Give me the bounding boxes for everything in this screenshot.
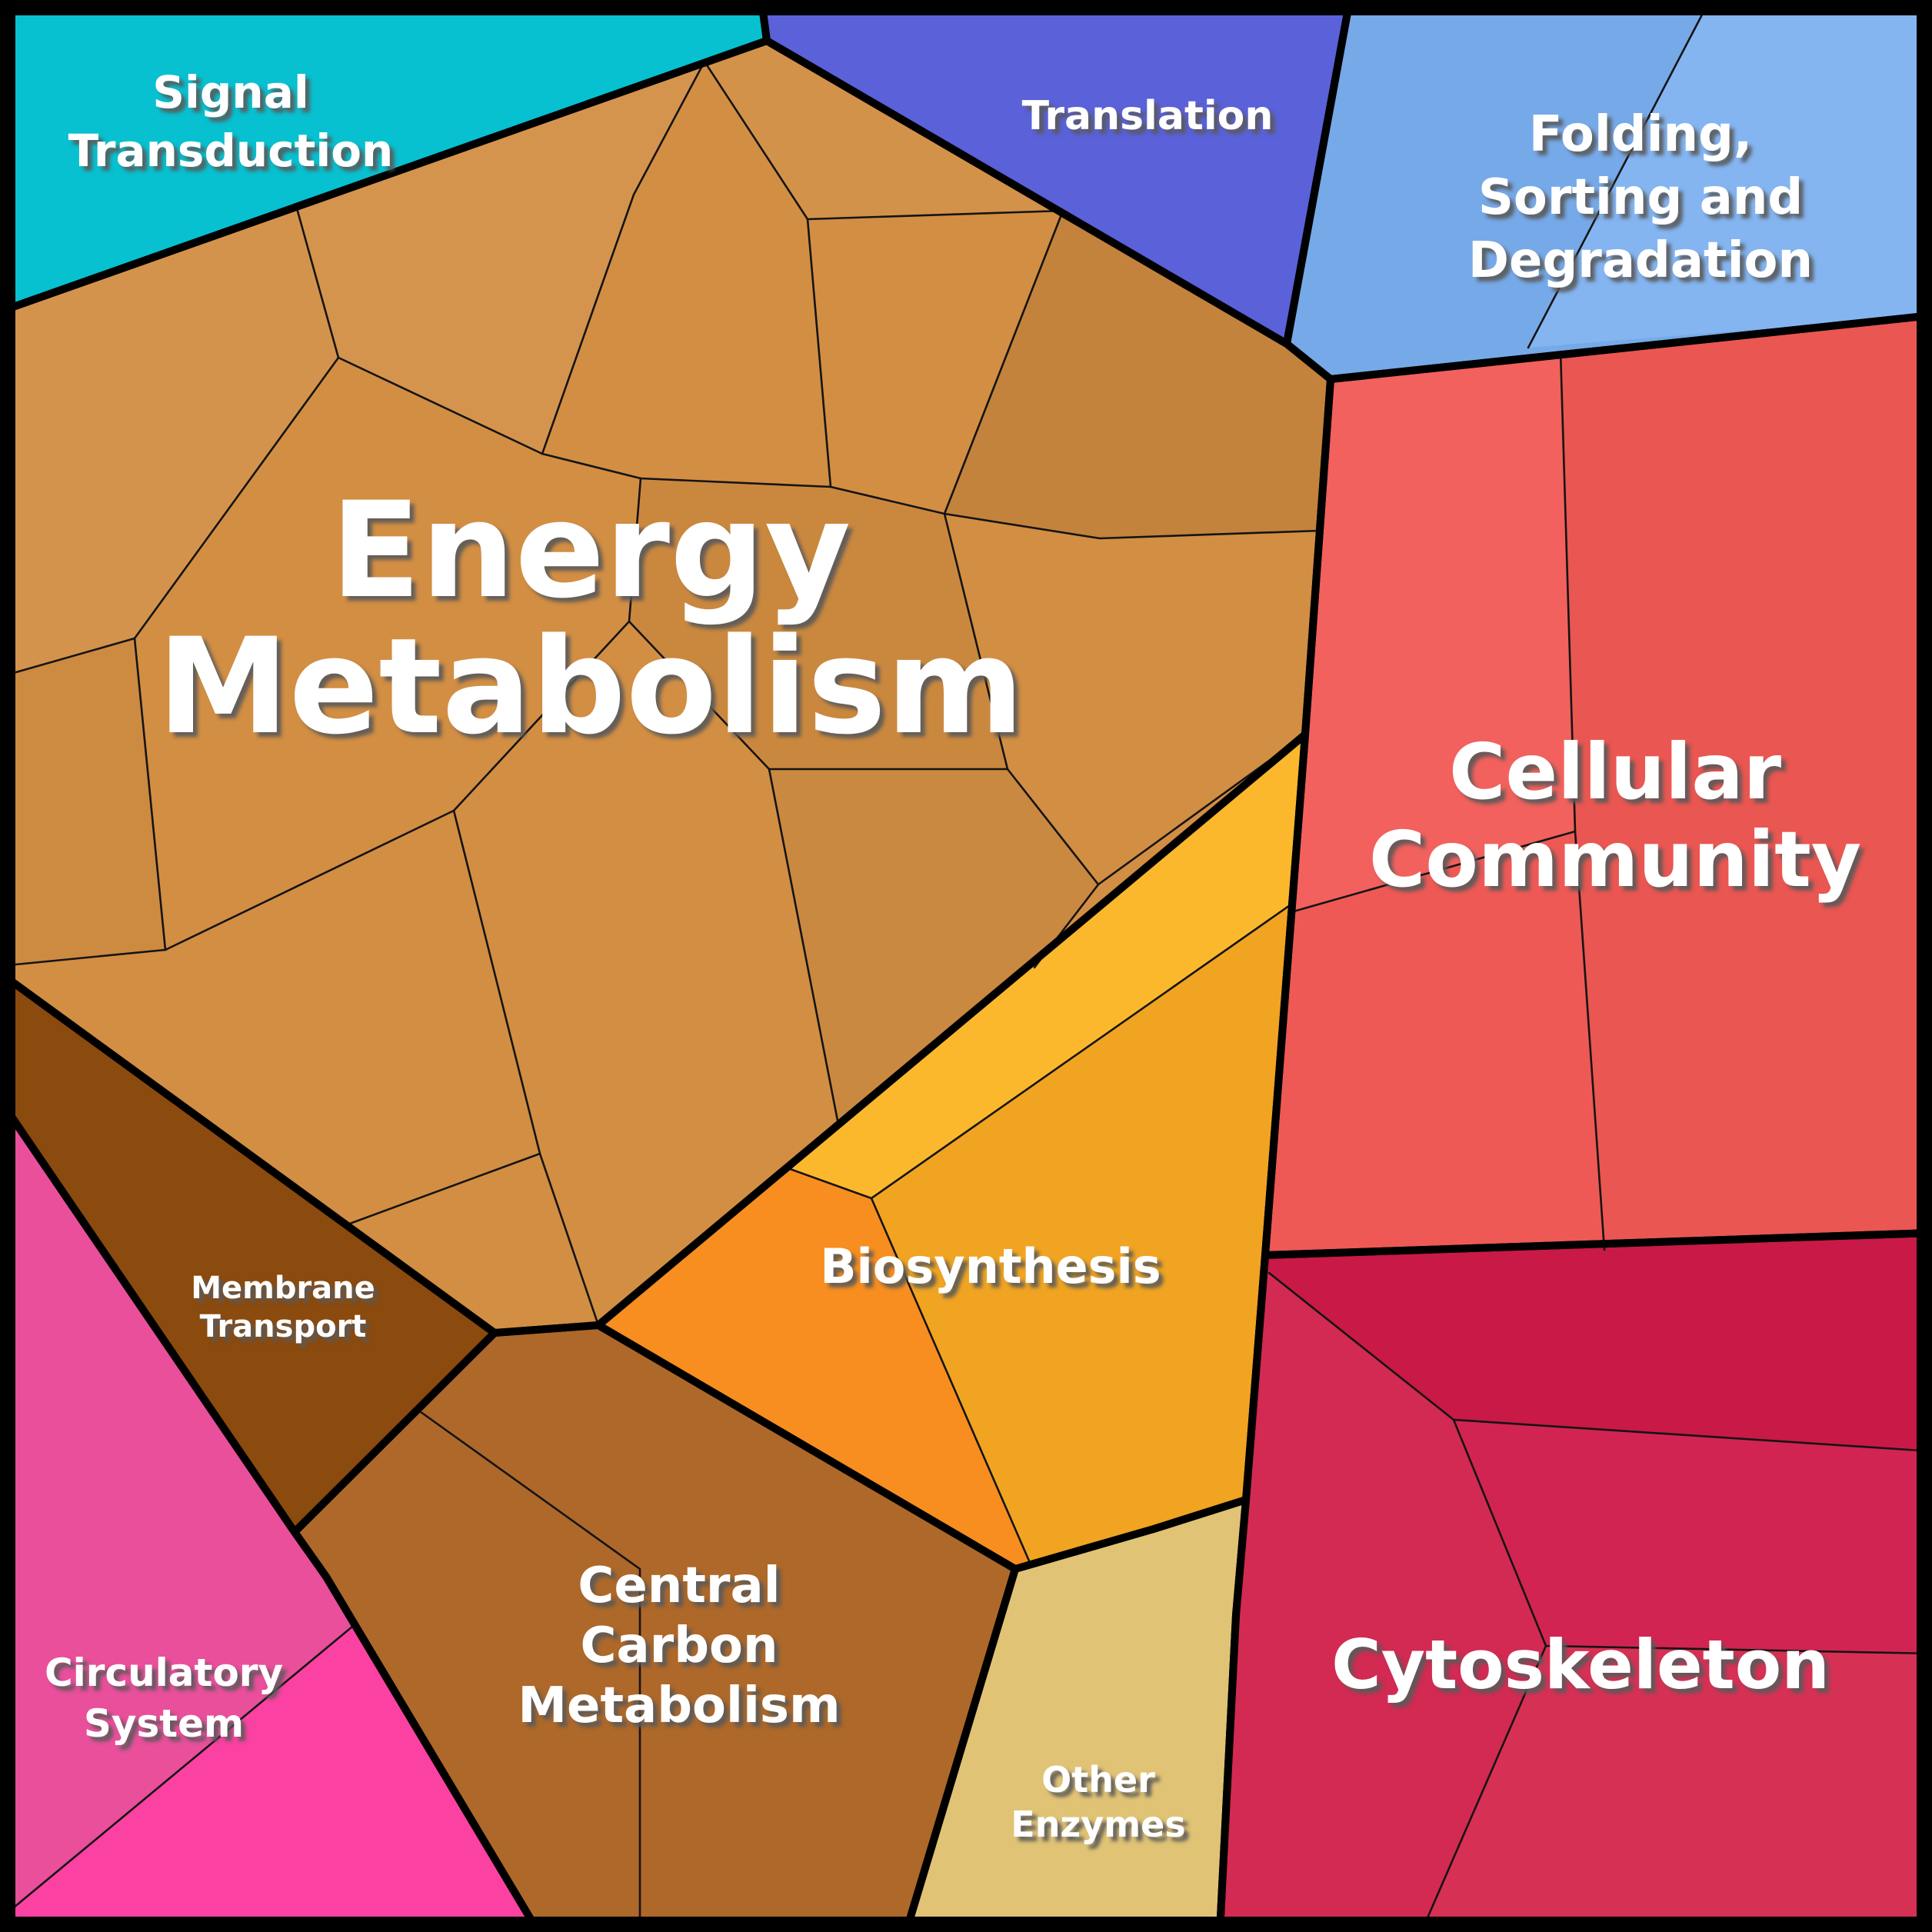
- label-membrane-transport-line-0: Membrane: [191, 1271, 375, 1306]
- thin-border-energy-metabolism-16: [628, 620, 771, 771]
- label-other-enzymes-line-1: Enzymes: [1011, 1804, 1185, 1845]
- region-signal-transduction: [0, 0, 767, 311]
- thin-border-energy-metabolism-7: [452, 809, 541, 1155]
- label-central-carbon-metabolism-line-1: Carbon: [580, 1617, 778, 1674]
- subcell-biosynthesis-1: [598, 1167, 1031, 1569]
- region-energy-metabolism: [0, 41, 1331, 1333]
- thin-border-energy-metabolism-17: [628, 477, 642, 623]
- thin-border-energy-metabolism-18: [703, 60, 809, 221]
- thin-border-central-carbon-metabolism-0: [416, 1408, 641, 1932]
- subcell-energy-metabolism-4: [629, 478, 1008, 769]
- thin-border-energy-metabolism-0: [295, 207, 340, 359]
- border-biosynthesis: [595, 731, 1309, 1573]
- label-energy-metabolism-line-1: Metabolism: [158, 609, 1024, 764]
- thin-border-energy-metabolism-14: [943, 512, 1009, 771]
- thin-border-energy-metabolism-11: [541, 60, 706, 455]
- subcell-energy-metabolism-3: [944, 211, 1331, 538]
- thin-border-energy-metabolism-20: [806, 209, 1064, 221]
- region-labels-layer: EnergyMetabolismSignalTransductionTransl…: [45, 66, 1861, 1845]
- label-signal-transduction-line-1: Transduction: [68, 125, 394, 177]
- thin-border-energy-metabolism-2: [0, 637, 136, 678]
- thin-border-energy-metabolism-26: [768, 768, 840, 1126]
- thin-border-energy-metabolism-22: [943, 512, 1321, 540]
- thin-border-energy-metabolism-4: [0, 948, 167, 968]
- subcell-circulatory-system-0: [0, 1627, 538, 1932]
- thin-border-energy-metabolism-10: [337, 356, 544, 455]
- thin-border-energy-metabolism-1: [133, 356, 340, 640]
- label-signal-transduction-line-0: Signal: [152, 66, 308, 118]
- thin-border-energy-metabolism-9: [538, 1152, 600, 1327]
- thin-border-cytoskeleton-2: [1420, 1644, 1547, 1932]
- label-circulatory-system-line-0: Circulatory: [45, 1651, 283, 1695]
- label-membrane-transport-line-1: Transport: [200, 1309, 367, 1344]
- thin-border-energy-metabolism-8: [346, 1152, 541, 1226]
- region-translation: [761, 0, 1350, 344]
- region-other-enzymes: [906, 1500, 1246, 1932]
- thin-border-energy-metabolism-19: [806, 218, 832, 488]
- label-central-carbon-metabolism-line-2: Metabolism: [518, 1677, 840, 1734]
- region-membrane-transport: [0, 973, 495, 1532]
- subcell-cellular-community-2: [1561, 315, 1932, 1250]
- thin-border-cellular-community-1: [1292, 830, 1577, 913]
- label-other-enzymes-line-0: Other: [1041, 1759, 1155, 1800]
- label-cellular-community-line-0: Cellular: [1449, 727, 1782, 817]
- subcell-cellular-community-0: [1291, 351, 1575, 911]
- thin-border-biosynthesis-0: [782, 1165, 873, 1200]
- region-central-carbon-metabolism: [295, 1325, 1015, 1932]
- thin-border-energy-metabolism-23: [1006, 768, 1100, 886]
- thin-border-energy-metabolism-6: [452, 620, 631, 812]
- label-circulatory-system-line-1: System: [84, 1701, 244, 1746]
- label-folding-sorting-degradation-line-0: Folding,: [1529, 106, 1752, 163]
- subcell-folding-sorting-degradation-0: [1528, 0, 1932, 348]
- subcell-cytoskeleton-1: [1454, 1420, 1932, 1654]
- thin-border-energy-metabolism-21: [943, 209, 1064, 515]
- label-folding-sorting-degradation-line-2: Degradation: [1468, 232, 1813, 289]
- subcell-energy-metabolism-0: [0, 208, 338, 677]
- subcell-cytoskeleton-0: [1265, 1233, 1932, 1451]
- subcell-energy-metabolism-1: [297, 62, 705, 454]
- subcell-cellular-community-1: [1265, 831, 1604, 1255]
- thin-border-energy-metabolism-12: [541, 452, 642, 480]
- thin-border-circulatory-system-0: [0, 1625, 354, 1920]
- thin-border-biosynthesis-2: [870, 1197, 1032, 1566]
- label-cytoskeleton-line-0: Cytoskeleton: [1331, 1625, 1830, 1704]
- thin-border-folding-sorting-degradation-0: [1527, 0, 1711, 349]
- label-cellular-community-line-1: Community: [1369, 814, 1861, 904]
- label-biosynthesis-line-0: Biosynthesis: [820, 1238, 1161, 1294]
- thin-border-energy-metabolism-5: [164, 809, 455, 951]
- label-energy-metabolism-line-0: Energy: [331, 473, 851, 628]
- subcell-biosynthesis-0: [784, 734, 1305, 1198]
- thin-border-energy-metabolism-3: [133, 637, 167, 951]
- label-central-carbon-metabolism-line-0: Central: [578, 1557, 780, 1614]
- thin-border-biosynthesis-1: [870, 902, 1294, 1200]
- label-folding-sorting-degradation-line-1: Sorting and: [1478, 169, 1803, 226]
- label-translation-line-0: Translation: [1022, 93, 1274, 139]
- subcell-cytoskeleton-2: [1421, 1646, 1932, 1932]
